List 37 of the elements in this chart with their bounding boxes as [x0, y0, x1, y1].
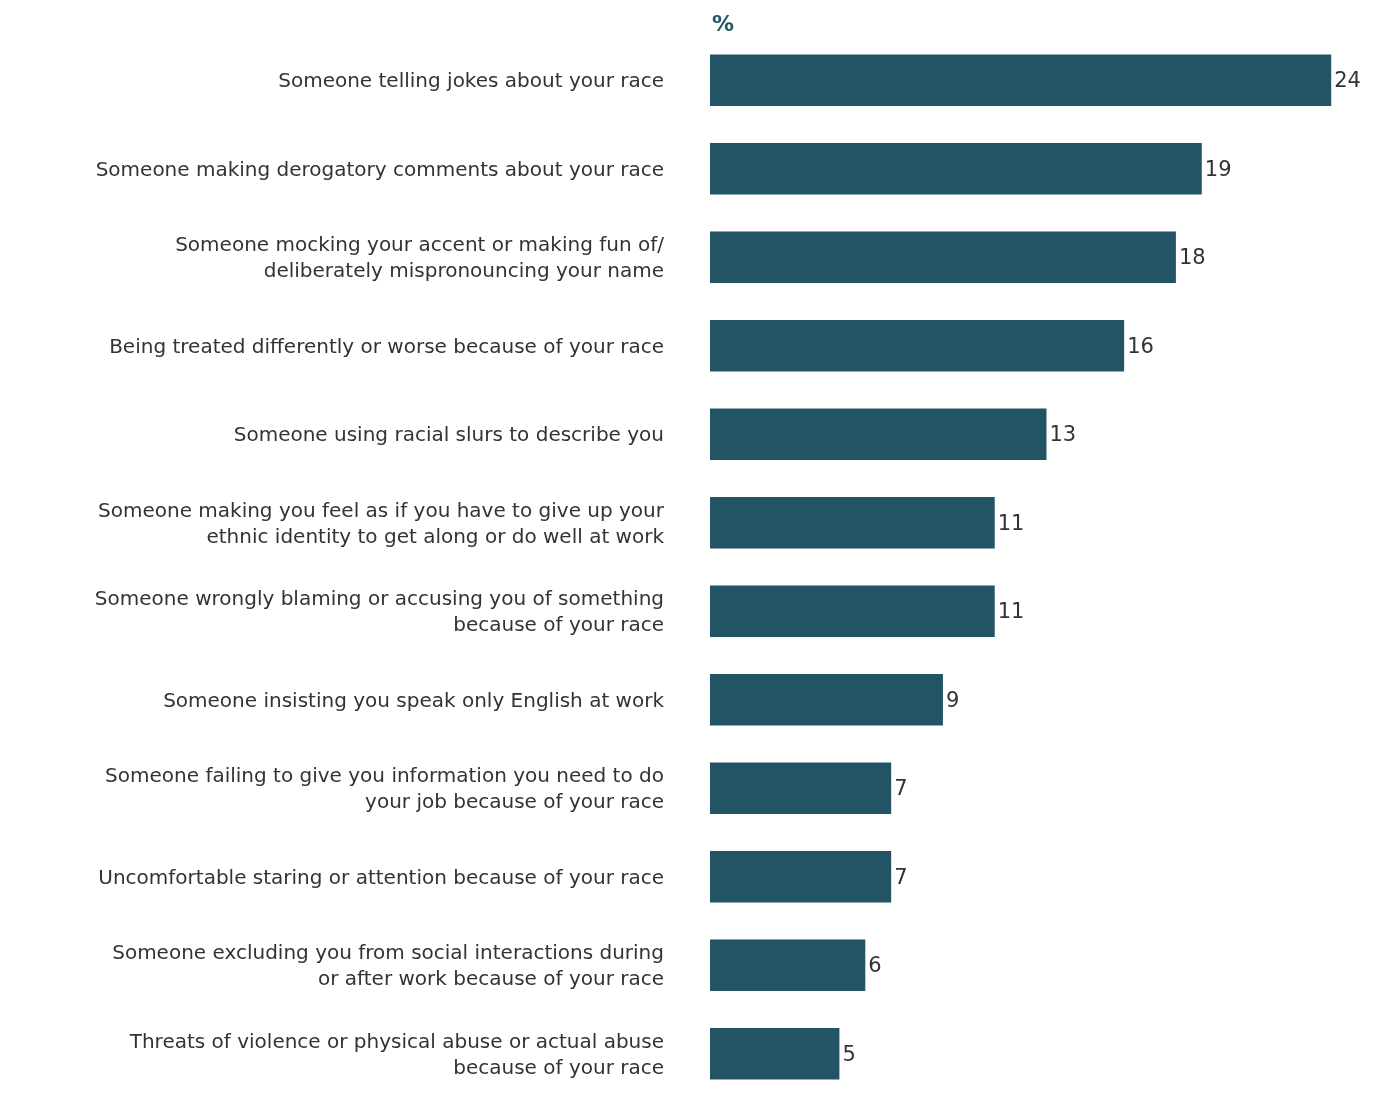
y-tick-label: Someone excluding you from social interactions during or after work because of your race	[112, 940, 664, 991]
y-tick-label: Uncomfortable staring or attention because of your race	[98, 864, 664, 889]
bar	[710, 231, 1176, 283]
y-tick-label: Someone making derogatory comments about your race	[95, 156, 664, 181]
bar	[710, 762, 892, 814]
y-tick-label: Someone wrongly blaming or accusing you of something because of your race	[94, 586, 664, 637]
data-label: 6	[868, 953, 882, 978]
bar	[710, 320, 1125, 372]
y-tick-label: Being treated differently or worse because of your race	[109, 333, 664, 358]
y-tick-label: Someone making you feel as if you have to give up your ethnic identity to get along or do well at work	[98, 497, 665, 548]
y-tick-label: Someone telling jokes about your race	[278, 68, 664, 93]
bar	[710, 54, 1332, 106]
data-label: 7	[894, 776, 908, 801]
data-label: 7	[894, 864, 908, 889]
data-label: 5	[842, 1041, 856, 1066]
bar	[710, 939, 866, 991]
data-label: 11	[997, 599, 1025, 624]
bar	[710, 851, 892, 903]
y-tick-label: Someone failing to give you information you need to do your job because of your race	[105, 763, 664, 814]
data-label: 16	[1127, 333, 1154, 358]
data-label: 9	[945, 687, 960, 712]
bar	[710, 1028, 840, 1080]
x-axis-title: %	[712, 11, 735, 36]
y-tick-label: Someone using racial slurs to describe you	[233, 422, 664, 447]
bar	[710, 408, 1047, 460]
bar	[710, 497, 995, 549]
bar	[710, 674, 943, 726]
y-tick-label: Someone mocking your accent or making fun of/ deliberately mispronouncing your name	[175, 232, 665, 283]
data-label: 13	[1049, 422, 1077, 447]
data-label: 18	[1178, 245, 1206, 270]
data-label: 24	[1334, 68, 1361, 93]
y-tick-label: Someone insisting you speak only English at work	[163, 687, 665, 712]
data-label: 11	[997, 510, 1025, 535]
y-tick-label: Threats of violence or physical abuse or actual abuse because of your race	[128, 1028, 664, 1079]
bar	[710, 585, 995, 637]
bar	[710, 143, 1202, 195]
data-label: 19	[1204, 156, 1232, 181]
